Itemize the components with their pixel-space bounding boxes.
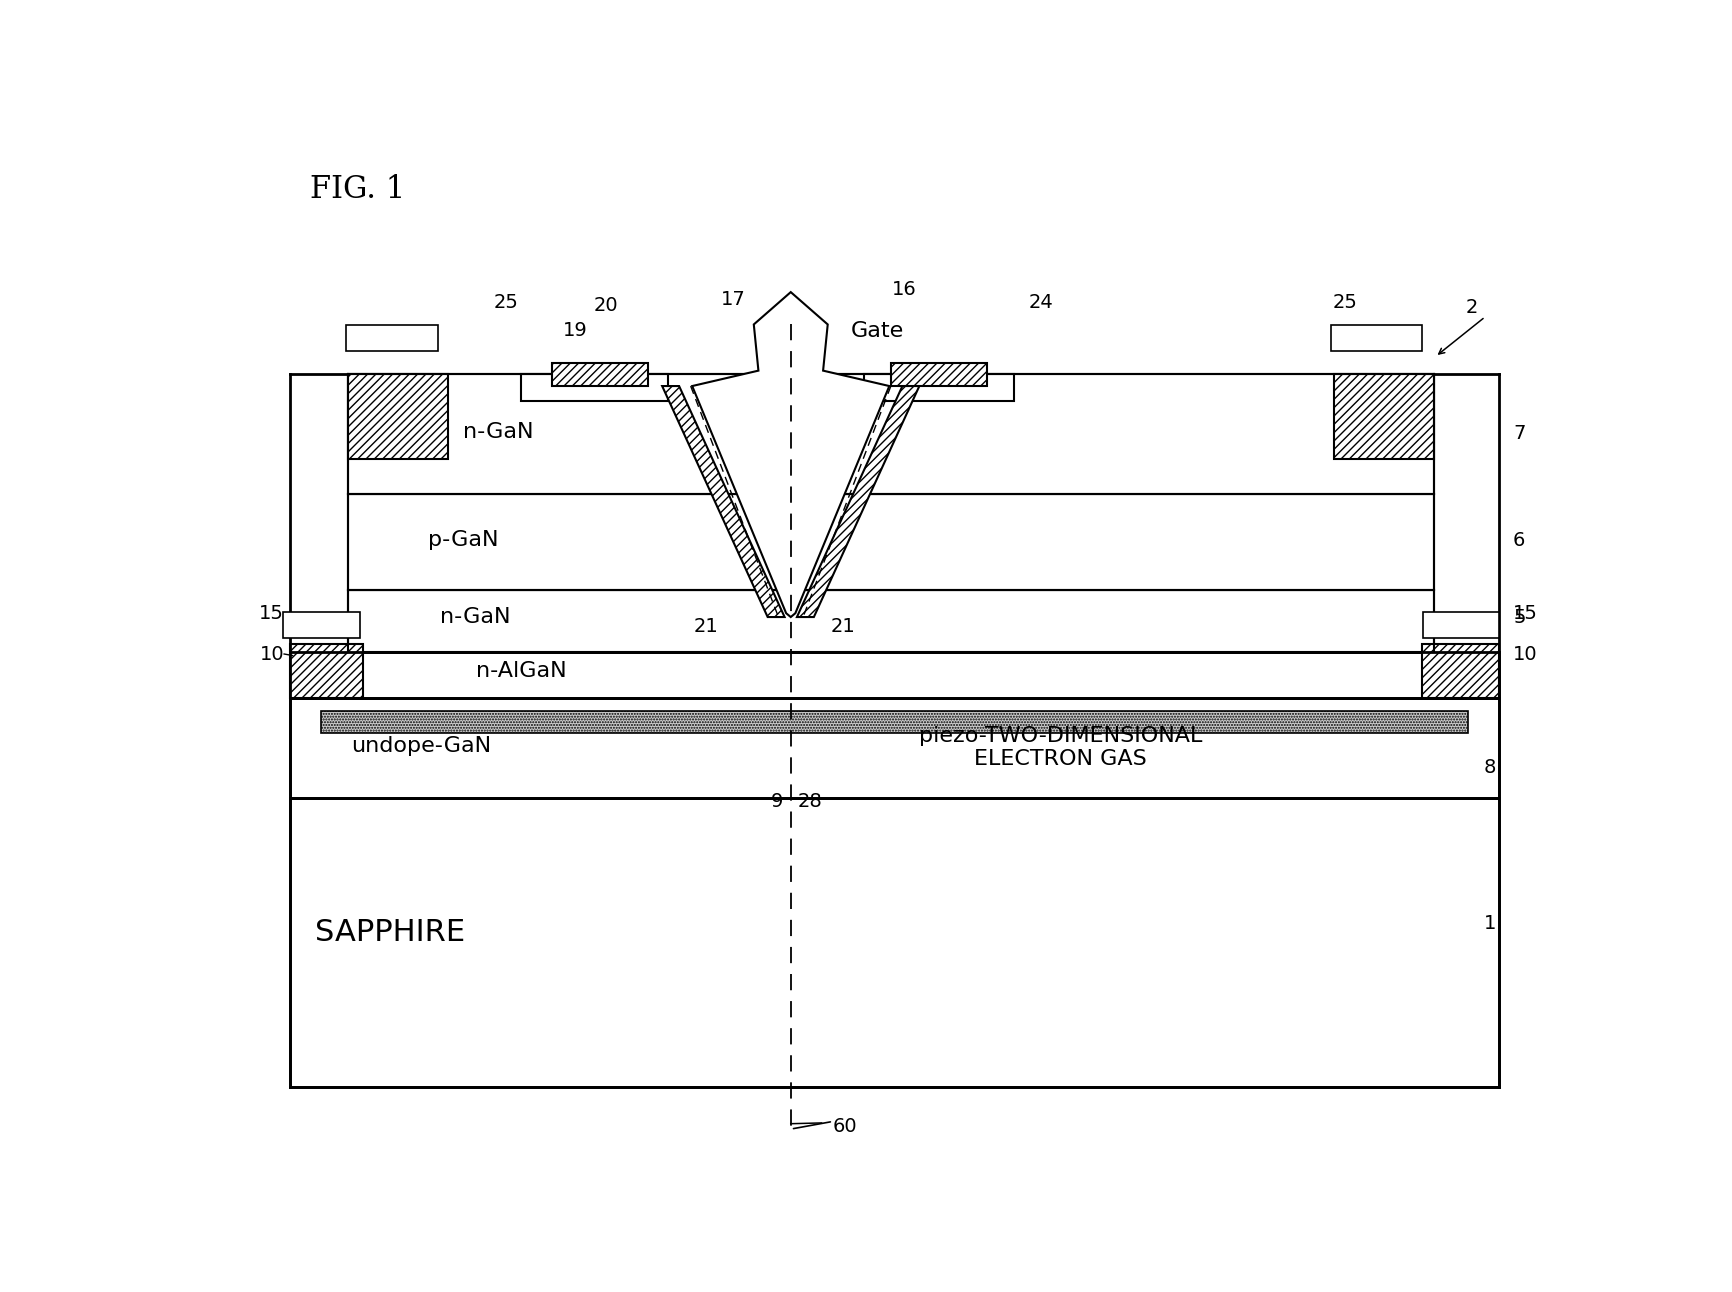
Text: p-GaN: p-GaN [428,530,499,550]
Bar [289,798,1498,1087]
Text: 21: 21 [830,616,856,636]
Text: undope-GaN: undope-GaN [352,736,490,756]
Text: 1: 1 [1483,913,1495,933]
Bar [1422,643,1498,698]
Text: 19: 19 [563,322,587,340]
Text: 15: 15 [260,603,284,623]
Text: Gate: Gate [850,320,904,341]
Text: 10: 10 [1512,645,1536,664]
Text: 60: 60 [833,1118,857,1136]
Bar [348,375,1432,494]
Bar [553,363,648,386]
Text: n-AlGaN: n-AlGaN [476,662,566,681]
Text: 16: 16 [892,280,916,300]
Bar [348,590,1432,651]
Text: n-GaN: n-GaN [462,422,533,442]
Bar [864,375,1013,402]
Text: Drain: Drain [1429,615,1490,634]
Text: Drain: Drain [291,615,352,634]
Text: 8: 8 [1483,757,1495,776]
Text: 2: 2 [1465,298,1477,317]
Bar [521,375,667,402]
Text: 10: 10 [260,645,284,664]
Text: 28: 28 [797,792,823,811]
Bar [289,643,364,698]
Text: piezo-TWO-DIMENSIONAL: piezo-TWO-DIMENSIONAL [918,726,1202,747]
Text: 15: 15 [1512,603,1536,623]
Polygon shape [797,386,918,618]
Text: 9: 9 [771,792,783,811]
Text: Source: Source [1337,328,1413,349]
Text: Source: Source [353,328,430,349]
Text: 24: 24 [1029,293,1053,313]
Bar [348,494,1432,590]
Text: 21: 21 [693,616,719,636]
Text: 5: 5 [1512,607,1524,627]
Text: 25: 25 [494,293,518,313]
Text: Drain: Drain [1429,615,1490,634]
Text: 20: 20 [594,296,618,315]
Polygon shape [662,386,785,618]
Text: Source: Source [353,328,430,349]
Bar [348,375,449,459]
FancyBboxPatch shape [346,326,438,351]
Text: 6: 6 [1512,531,1524,549]
FancyBboxPatch shape [1330,326,1422,351]
Text: FIG. 1: FIG. 1 [310,174,405,205]
Text: 17: 17 [721,289,745,309]
FancyBboxPatch shape [282,611,359,638]
Text: Drain: Drain [291,615,352,634]
Bar [289,698,1498,798]
Bar [289,651,1498,698]
Text: 25: 25 [1332,293,1356,313]
Bar [320,711,1467,733]
Text: ELECTRON GAS: ELECTRON GAS [973,749,1147,770]
Text: Source: Source [1337,328,1413,349]
Polygon shape [691,292,889,618]
Text: n-GaN: n-GaN [440,607,509,627]
Text: SAPPHIRE: SAPPHIRE [315,919,466,947]
Bar [890,363,987,386]
Bar [1334,375,1432,459]
Text: 7: 7 [1512,424,1524,443]
FancyBboxPatch shape [1422,611,1498,638]
